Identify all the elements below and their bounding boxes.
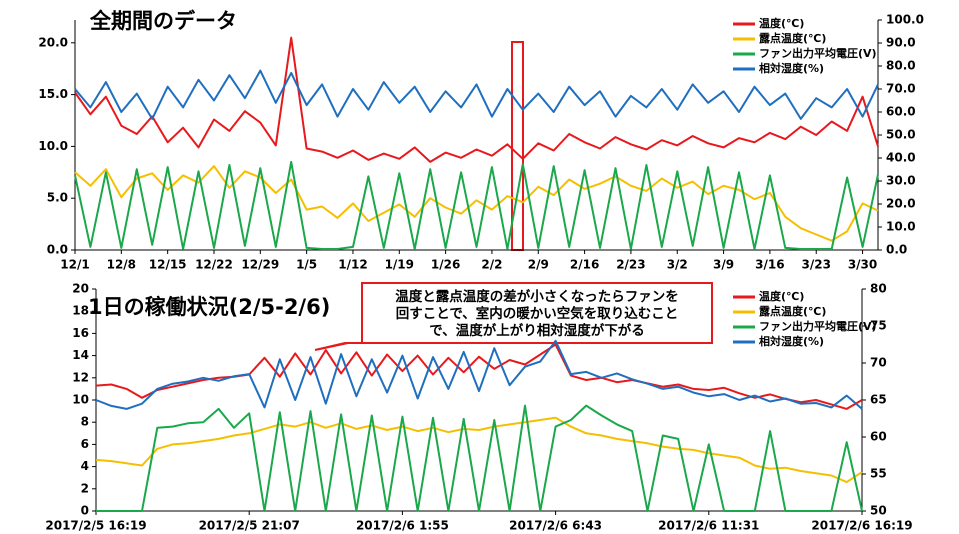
y2-tick-label: 50.0 [886, 128, 916, 142]
legend-label: ファン出力平均電圧(V) [759, 319, 877, 333]
legend: 温度(℃)露点温度(℃)ファン出力平均電圧(V)相対湿度(%) [733, 16, 877, 75]
y2-tick-label: 30.0 [886, 174, 916, 188]
y-tick-label: 0.0 [47, 243, 68, 257]
x-tick-label: 12/8 [107, 258, 136, 272]
y2-tick-label: 65 [870, 393, 887, 407]
y2-tick-label: 20.0 [886, 197, 916, 211]
y-tick-label: 12 [72, 370, 89, 384]
y-tick-label: 20.0 [38, 35, 68, 49]
y2-tick-label: 70.0 [886, 82, 916, 96]
annotation: 温度と露点温度の差が小さくなったらファンを [395, 288, 679, 305]
y2-tick-label: 60 [870, 430, 887, 444]
x-tick-label: 2/23 [616, 258, 645, 272]
y2-tick-label: 100.0 [886, 13, 924, 27]
annotation: で、温度が上がり相対湿度が下がる [429, 322, 644, 339]
x-tick-label: 1/26 [431, 258, 460, 272]
legend-label: 相対湿度(%) [759, 334, 824, 348]
y2-tick-label: 55 [870, 467, 887, 481]
x-tick-label: 3/23 [802, 258, 831, 272]
chart-title: 全期間のデータ [89, 9, 237, 33]
y2-tick-label: 75 [870, 319, 887, 333]
x-tick-label: 12/1 [60, 258, 89, 272]
y-tick-label: 10.0 [38, 139, 68, 153]
x-tick-label: 2017/2/6 6:43 [509, 519, 602, 533]
y-tick-label: 10 [72, 393, 89, 407]
x-tick-label: 2/9 [528, 258, 549, 272]
legend-label: ファン出力平均電圧(V) [759, 46, 877, 60]
x-tick-label: 3/9 [713, 258, 734, 272]
x-tick-label: 12/29 [241, 258, 279, 272]
x-tick-label: 2017/2/6 16:19 [811, 519, 912, 533]
series-line [74, 69, 879, 120]
y2-tick-label: 70 [870, 356, 887, 370]
y-tick-label: 20 [72, 282, 89, 296]
x-tick-label: 1/19 [385, 258, 414, 272]
x-tick-label: 12/22 [195, 258, 233, 272]
series-line [95, 339, 863, 410]
y-tick-label: 0 [81, 504, 89, 518]
series-line [74, 36, 879, 163]
legend-label: 露点温度(℃) [759, 304, 826, 318]
y2-tick-label: 10.0 [886, 220, 916, 234]
y2-tick-label: 0.0 [886, 243, 907, 257]
x-tick-label: 2/16 [570, 258, 599, 272]
series-line [74, 160, 879, 250]
y2-tick-label: 80 [870, 282, 887, 296]
series-line [95, 343, 863, 410]
y-tick-label: 2 [81, 481, 89, 495]
y-tick-label: 6 [81, 437, 89, 451]
legend-label: 温度(℃) [759, 289, 804, 303]
y-tick-label: 16 [72, 326, 89, 340]
legend-label: 温度(℃) [759, 16, 804, 30]
y-tick-label: 5.0 [47, 191, 68, 205]
x-tick-label: 2017/2/5 16:19 [45, 519, 146, 533]
x-tick-label: 2/2 [481, 258, 502, 272]
callout-box [314, 282, 713, 351]
x-tick-label: 2017/2/6 1:55 [356, 519, 449, 533]
y-tick-label: 4 [81, 459, 89, 473]
y2-tick-label: 90.0 [886, 36, 916, 50]
y2-tick-label: 40.0 [886, 151, 916, 165]
x-tick-label: 3/16 [755, 258, 784, 272]
plots: 0.0 5.0 10.0 15.0 20.0 0.0 10.0 20.0 30.0 40.0 50.… [38, 13, 924, 533]
x-tick-label: 1/12 [338, 258, 367, 272]
series-line [96, 404, 863, 512]
y-tick-label: 15.0 [38, 87, 68, 101]
x-tick-label: 3/2 [667, 258, 688, 272]
y-tick-label: 18 [72, 304, 89, 318]
x-tick-label: 2017/2/6 11:31 [658, 519, 759, 533]
x-tick-label: 1/5 [296, 258, 317, 272]
y2-tick-label: 80.0 [886, 59, 916, 73]
x-tick-label: 3/30 [848, 258, 877, 272]
y2-tick-label: 50 [870, 504, 887, 518]
series-line [95, 416, 863, 484]
y-tick-label: 14 [72, 348, 89, 362]
legend: 温度(℃)露点温度(℃)ファン出力平均電圧(V)相対湿度(%) [733, 289, 877, 348]
legend-label: 露点温度(℃) [759, 31, 826, 45]
y2-tick-label: 60.0 [886, 105, 916, 119]
chart-title: 1日の稼働状況(2/5-2/6) [88, 295, 330, 319]
y-tick-label: 8 [81, 415, 89, 429]
annotation: 回すことで、室内の暖かい空気を取り込むこと [396, 305, 679, 322]
legend-label: 相対湿度(%) [759, 61, 824, 75]
x-tick-label: 2017/2/5 21:07 [199, 519, 300, 533]
x-tick-label: 12/15 [149, 258, 187, 272]
